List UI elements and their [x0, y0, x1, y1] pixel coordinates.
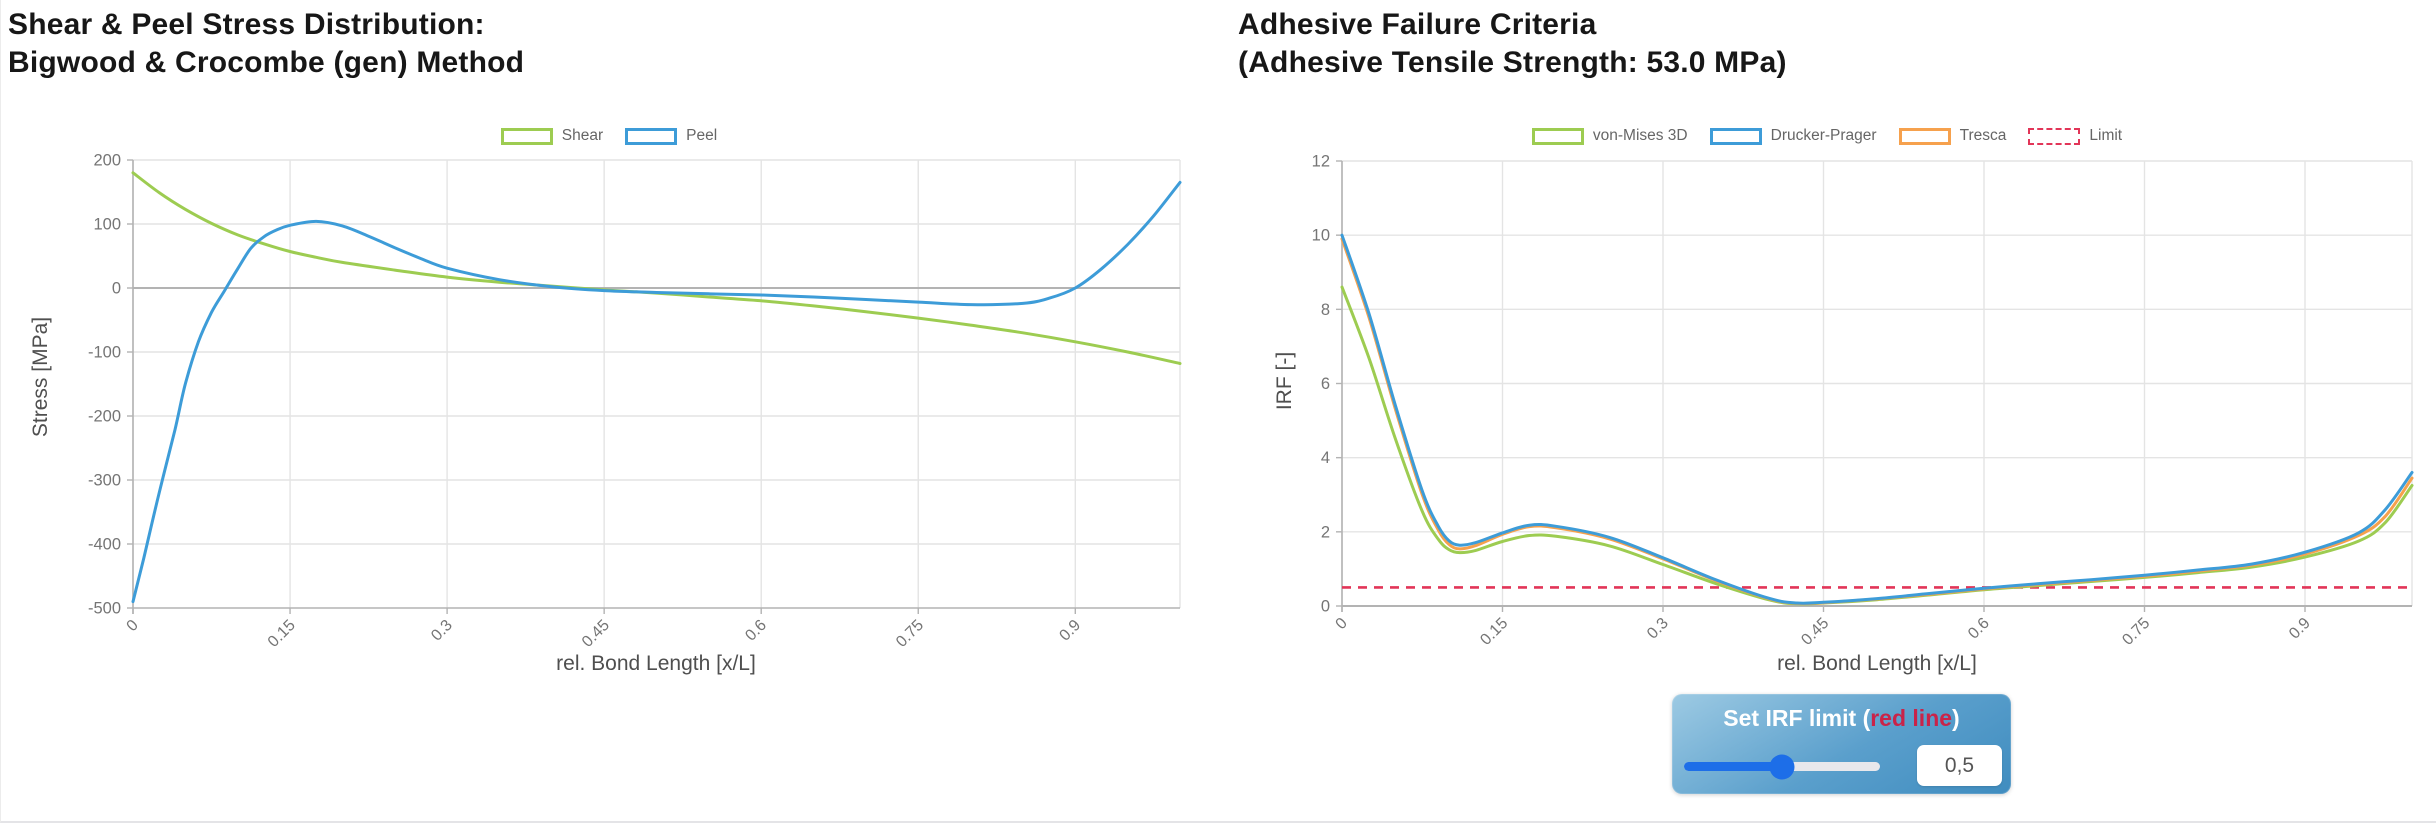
- svg-text:0: 0: [112, 280, 121, 298]
- gridlines: [1341, 160, 2413, 607]
- legend-item-peel[interactable]: Peel: [625, 127, 717, 145]
- svg-text:-100: -100: [88, 344, 121, 362]
- svg-text:6: 6: [1321, 375, 1330, 393]
- svg-text:2: 2: [1321, 523, 1330, 541]
- irf-limit-slider-fill: [1684, 762, 1782, 771]
- legend-swatch-limit: [2028, 127, 2081, 145]
- svg-text:0.15: 0.15: [1477, 615, 1511, 649]
- right-chart-legend: von-Mises 3D Drucker-Prager Tresca Limit: [1218, 127, 2436, 145]
- failure-criteria-chart-card: Adhesive Failure Criteria (Adhesive Tens…: [1218, 0, 2436, 823]
- left-chart-title: Shear & Peel Stress Distribution: Bigwoo…: [8, 6, 524, 82]
- svg-text:0: 0: [1321, 598, 1330, 616]
- svg-text:0.45: 0.45: [579, 617, 613, 651]
- left-chart-title-line2: Bigwood & Crocombe (gen) Method: [8, 46, 525, 79]
- series-line-drucker-prager: [1340, 233, 2414, 605]
- x-tick-labels: 0 0.15 0.3 0.45 0.6 0.75 0.9: [124, 617, 1085, 651]
- x-tick-labels: 0 0.15 0.3 0.45 0.6 0.75 0.9: [1333, 615, 2314, 649]
- svg-text:10: 10: [1312, 227, 1330, 245]
- svg-text:-300: -300: [88, 472, 121, 490]
- set-irf-title-text: Set IRF limit (: [1723, 705, 1871, 731]
- set-irf-controls-row: [1672, 738, 2011, 794]
- series-line-peel: [131, 180, 1182, 604]
- svg-text:8: 8: [1321, 301, 1330, 319]
- axis-lines: [127, 159, 1077, 614]
- svg-text:0: 0: [1333, 615, 1351, 633]
- svg-text:0.6: 0.6: [742, 617, 770, 645]
- left-y-axis-title: Stress [MPa]: [29, 316, 52, 438]
- right-y-axis-title: IRF [-]: [1273, 351, 1296, 411]
- legend-label: Peel: [686, 127, 718, 144]
- irf-limit-slider[interactable]: [1684, 754, 1880, 779]
- right-chart-title-line2: (Adhesive Tensile Strength: 53.0 MPa): [1238, 46, 1787, 79]
- legend-swatch-tresca: [1898, 127, 1951, 145]
- legend-item-von-mises-3d[interactable]: von-Mises 3D: [1531, 127, 1688, 145]
- y-tick-labels: 12 10 8 6 4 2 0: [1312, 153, 1330, 616]
- legend-label: Limit: [2089, 127, 2123, 144]
- right-chart-title-line1: Adhesive Failure Criteria: [1238, 8, 1597, 41]
- svg-text:0.3: 0.3: [1644, 615, 1672, 643]
- left-chart-legend: Shear Peel: [0, 127, 1218, 145]
- legend-label: von-Mises 3D: [1592, 127, 1688, 144]
- left-x-axis-title: rel. Bond Length [x/L]: [556, 652, 756, 675]
- legend-item-shear[interactable]: Shear: [500, 127, 604, 145]
- svg-text:0.15: 0.15: [265, 617, 299, 651]
- svg-text:0.6: 0.6: [1965, 615, 1993, 643]
- legend-label: Shear: [561, 127, 604, 144]
- series-group: [131, 171, 1182, 604]
- right-x-axis-title: rel. Bond Length [x/L]: [1777, 652, 1977, 675]
- legend-item-tresca[interactable]: Tresca: [1898, 127, 2007, 145]
- svg-text:0.45: 0.45: [1798, 615, 1832, 649]
- irf-limit-slider-thumb[interactable]: [1769, 754, 1795, 779]
- svg-text:4: 4: [1321, 449, 1330, 467]
- legend-swatch-drucker-prager: [1709, 127, 1762, 145]
- set-irf-title-red-line-text: red line: [1870, 705, 1953, 731]
- svg-text:-400: -400: [88, 536, 121, 554]
- irf-limit-input[interactable]: [1917, 745, 2002, 786]
- svg-text:0.75: 0.75: [2119, 615, 2153, 649]
- svg-text:200: 200: [93, 152, 121, 170]
- legend-swatch-peel: [625, 127, 678, 145]
- svg-text:-200: -200: [88, 408, 121, 426]
- chart-canvas-right[interactable]: 12 10 8 6 4 2 00 0.15 0.3 0.45 0.6 0.75 0.9: [1218, 118, 2436, 708]
- svg-text:0.9: 0.9: [2286, 615, 2314, 643]
- set-irf-title-close-paren: ): [1952, 705, 1960, 731]
- shear-peel-chart-card: Shear & Peel Stress Distribution: Bigwoo…: [0, 6, 1218, 708]
- set-irf-limit-title: Set IRF limit (red line): [1672, 705, 2011, 732]
- gridlines: [132, 159, 1181, 609]
- legend-swatch-von-mises-3d: [1531, 127, 1584, 145]
- legend-swatch-shear: [500, 127, 553, 145]
- svg-text:12: 12: [1312, 153, 1330, 171]
- set-irf-limit-panel: Set IRF limit (red line): [1672, 694, 2011, 794]
- legend-label: Tresca: [1959, 127, 2007, 144]
- left-chart-title-line1: Shear & Peel Stress Distribution:: [8, 8, 485, 41]
- right-chart-title: Adhesive Failure Criteria (Adhesive Tens…: [1238, 6, 1787, 82]
- legend-item-drucker-prager[interactable]: Drucker-Prager: [1709, 127, 1877, 145]
- svg-text:100: 100: [93, 216, 121, 234]
- svg-text:0.9: 0.9: [1056, 617, 1084, 645]
- svg-text:0.3: 0.3: [428, 617, 456, 645]
- legend-label: Drucker-Prager: [1770, 127, 1877, 144]
- svg-text:0.75: 0.75: [893, 617, 927, 651]
- svg-text:0: 0: [124, 617, 142, 635]
- series-group: [1340, 233, 2414, 606]
- y-tick-labels: 200 100 0 -100 -200 -300 -400 -500: [88, 152, 121, 618]
- legend-item-limit[interactable]: Limit: [2028, 127, 2122, 145]
- svg-text:-500: -500: [88, 600, 121, 618]
